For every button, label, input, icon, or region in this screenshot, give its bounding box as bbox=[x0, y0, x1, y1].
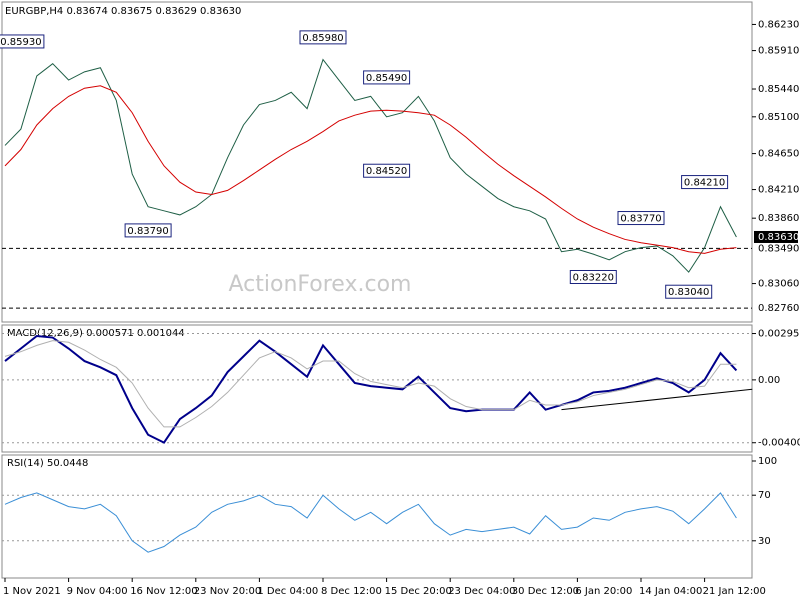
price-panel bbox=[1, 1, 753, 323]
rsi-title: RSI(14) 50.0448 bbox=[7, 458, 88, 469]
y-tick-label: 30 bbox=[758, 536, 771, 547]
x-tick-label: 1 Nov 2021 bbox=[3, 586, 61, 597]
x-tick-label: 23 Nov 20:00 bbox=[194, 586, 261, 597]
annotation-box bbox=[363, 163, 411, 178]
y-tick-label: 100 bbox=[758, 456, 777, 467]
macd-title: MACD(12,26,9) 0.000571 0.001044 bbox=[7, 328, 185, 339]
y-tick-label: 0.002955 bbox=[758, 329, 800, 340]
annotation-box bbox=[0, 34, 45, 49]
annotation-box bbox=[617, 211, 665, 226]
annotation-label: 0.83040 bbox=[668, 287, 709, 298]
current-price-box bbox=[754, 230, 798, 243]
rsi-panel bbox=[1, 454, 753, 579]
annotation-label: 0.85490 bbox=[366, 73, 407, 84]
macd-panel bbox=[1, 324, 753, 453]
x-tick-label: 16 Nov 12:00 bbox=[130, 586, 197, 597]
x-tick-label: 14 Jan 04:00 bbox=[639, 586, 702, 597]
chart-title: EURGBP,H4 0.83674 0.83675 0.83629 0.8363… bbox=[5, 6, 241, 17]
annotation-box bbox=[665, 284, 713, 299]
annotation-box bbox=[569, 269, 617, 284]
y-tick-label: 0.83060 bbox=[758, 279, 799, 290]
y-tick-label: 0.84210 bbox=[758, 185, 799, 196]
y-tick-label: 0.83860 bbox=[758, 213, 799, 224]
x-tick-label: 1 Dec 04:00 bbox=[257, 586, 318, 597]
x-tick-label: 9 Nov 04:00 bbox=[67, 586, 128, 597]
annotation-label: 0.85980 bbox=[302, 33, 343, 44]
y-tick-label: 0.85910 bbox=[758, 46, 799, 57]
annotation-label: 0.83790 bbox=[127, 226, 168, 237]
y-tick-label: 70 bbox=[758, 490, 771, 501]
series-line bbox=[4, 334, 738, 444]
series-line bbox=[4, 492, 737, 553]
y-tick-label: -0.004009 bbox=[758, 438, 800, 449]
x-tick-label: 6 Jan 20:00 bbox=[575, 586, 632, 597]
series-line bbox=[4, 58, 737, 273]
x-tick-label: 15 Dec 20:00 bbox=[385, 586, 452, 597]
y-tick-label: 0.00 bbox=[758, 375, 780, 386]
watermark: ActionForex.com bbox=[229, 272, 412, 297]
annotation-box bbox=[299, 30, 347, 45]
x-tick-label: 30 Dec 12:00 bbox=[512, 586, 579, 597]
annotation-label: 0.84210 bbox=[684, 178, 725, 189]
y-tick-label: 0.85100 bbox=[758, 112, 799, 123]
series-line bbox=[4, 340, 737, 428]
series-line bbox=[4, 85, 737, 254]
x-tick-label: 8 Dec 12:00 bbox=[321, 586, 382, 597]
annotation-label: 0.83770 bbox=[620, 214, 661, 225]
annotation-label: 0.85930 bbox=[0, 37, 41, 48]
y-tick-label: 0.84650 bbox=[758, 149, 799, 160]
annotation-box bbox=[363, 70, 411, 85]
annotation-label: 0.83220 bbox=[573, 272, 614, 283]
y-tick-label: 0.86230 bbox=[758, 19, 799, 30]
annotation-box bbox=[124, 223, 172, 238]
x-tick-label: 23 Dec 04:00 bbox=[448, 586, 515, 597]
current-price-label: 0.83630 bbox=[758, 232, 799, 243]
level-label: 0.82760 bbox=[758, 303, 799, 314]
annotation-box bbox=[681, 175, 729, 190]
trendline bbox=[561, 388, 753, 411]
x-tick-label: 21 Jan 12:00 bbox=[703, 586, 766, 597]
annotation-label: 0.84520 bbox=[366, 166, 407, 177]
y-tick-label: 0.85440 bbox=[758, 84, 799, 95]
level-label: 0.83490 bbox=[758, 243, 799, 254]
